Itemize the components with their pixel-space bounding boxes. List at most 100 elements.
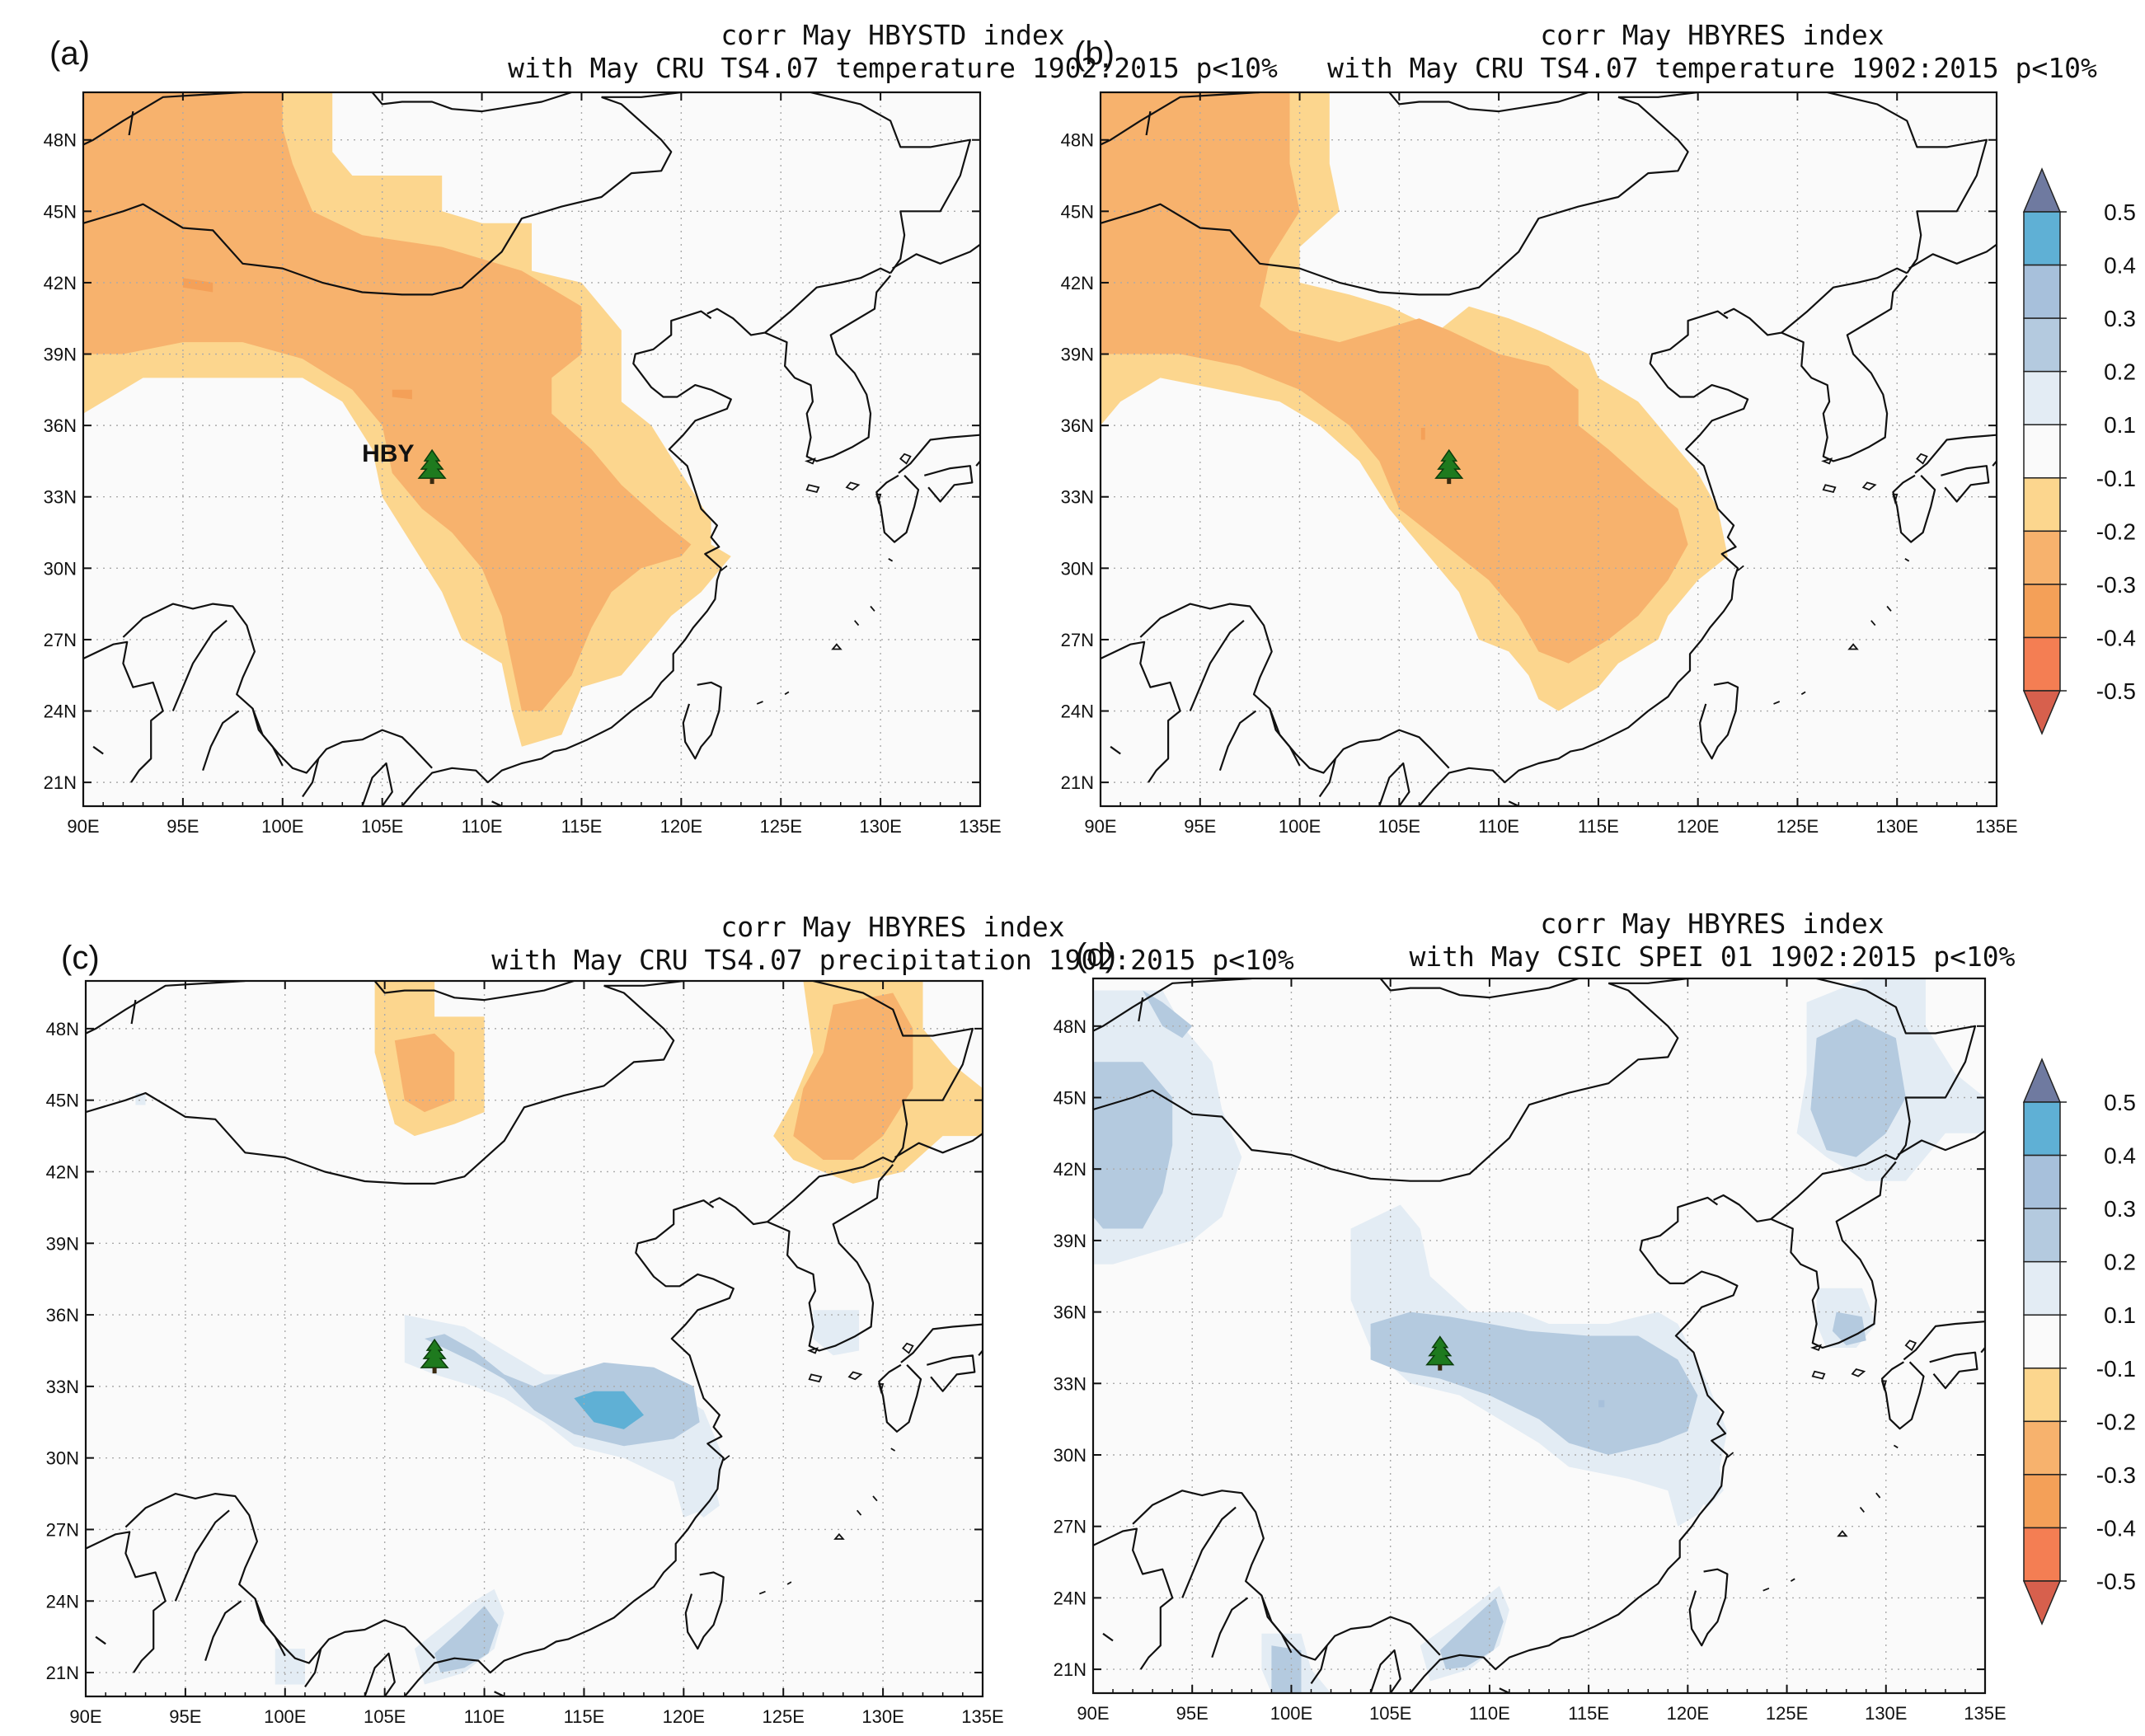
lon-tick-label: 105E [1378,816,1420,837]
lon-tick-label: 115E [564,1706,605,1727]
lat-tick-label: 36N [46,1305,79,1325]
correlation-field-n03 [392,389,412,400]
colorbar-segment [2023,370,2061,425]
lat-tick-label: 27N [1054,1517,1087,1537]
lat-tick-label: 24N [46,1591,79,1612]
lon-tick-label: 130E [861,1706,904,1727]
colorbar-top: 0.5 0.4 0.3 0.2 0.1 -0.1 -0.2 -0.3 -0.4 -0.5 [2022,167,2136,735]
lat-tick-label: 42N [1054,1159,1087,1180]
lon-tick-label: 95E [1184,816,1216,837]
colorbar-segment [2023,584,2061,639]
lat-tick-label: 39N [46,1233,79,1254]
correlation-field-n03 [1420,428,1425,440]
colorbar-segment [2023,636,2061,692]
lat-tick-label: 30N [1061,558,1094,579]
colorbar-max-triangle [2022,167,2062,213]
colorbar-tick-label: 0.3 [2104,1196,2136,1222]
lat-tick-label: 48N [44,130,77,151]
colorbar-segment [2023,1260,2061,1316]
lat-tick-label: 30N [44,558,77,579]
lat-tick-label: 30N [46,1448,79,1469]
correlation-field-n03 [182,278,214,293]
colorbar-tick-label: 0.4 [2104,1143,2136,1169]
colorbar-max-triangle [2022,1058,2062,1103]
panel-b: corr May HBYRES index with May CRU TS4.0… [1061,19,2097,837]
lon-tick-label: 95E [167,816,199,837]
colorbar-segment [2023,1420,2061,1476]
colorbar-segment [2023,1314,2061,1369]
colorbar-bottom: 0.5 0.4 0.3 0.2 0.1 -0.1 -0.2 -0.3 -0.4 -0.5 [2022,1058,2136,1626]
hby-site-label: HBY [362,440,414,467]
panel-c-label: (c) [61,940,100,976]
lat-tick-label: 33N [44,487,77,508]
lat-tick-label: 45N [44,201,77,222]
colorbar-tick-label: 0.2 [2104,1250,2136,1275]
gridlines [1101,92,1997,806]
lon-tick-label: 135E [961,1706,1003,1727]
correlation-field-p02 [1271,1645,1302,1693]
correlation-field-p02 [434,1606,499,1673]
lon-tick-label: 100E [261,816,303,837]
lat-tick-label: 39N [44,345,77,365]
correlation-field-p02 [1439,1598,1504,1670]
lat-tick-label: 33N [46,1377,79,1397]
map-frame [84,979,984,1698]
colorbar-tick-label: 0.5 [2104,199,2136,225]
colorbar-min-triangle [2022,1580,2062,1626]
colorbar-segment [2023,1368,2061,1423]
panel-a-label: (a) [49,35,90,72]
lon-tick-label: 130E [859,816,901,837]
lon-tick-label: 100E [1270,1703,1312,1724]
panel-c-title-line1: corr May HBYRES index [720,911,1064,943]
lat-tick-label: 36N [1054,1302,1087,1323]
lat-tick-label: 42N [46,1161,79,1182]
panel-b-label: (b) [1074,35,1115,72]
colorbar-tick-label: -0.3 [2096,572,2136,598]
colorbar-tick-label: -0.2 [2096,1409,2136,1434]
lat-tick-label: 27N [44,630,77,650]
lon-tick-label: 120E [663,1706,705,1727]
panel-d: corr May HBYRES index with May CSIC SPEI… [1054,908,2016,1724]
correlation-field-p01 [813,1310,860,1356]
correlation-field-p03 [1598,1400,1605,1408]
lat-tick-label: 48N [46,1019,79,1039]
panel-a-title-line1: corr May HBYSTD index [720,19,1064,51]
map-frame [82,91,982,808]
lat-tick-label: 27N [46,1519,79,1540]
colorbar-tick-label: 0.5 [2104,1090,2136,1115]
lon-tick-label: 105E [364,1706,406,1727]
panel-d-title-line2: with May CSIC SPEI 01 1902:2015 p<10% [1409,941,2015,973]
correlation-field-p04 [574,1391,644,1429]
lon-tick-label: 90E [1084,816,1116,837]
lat-tick-label: 36N [1061,415,1094,436]
lat-tick-label: 21N [1061,772,1094,793]
lat-tick-label: 45N [46,1091,79,1111]
lon-tick-label: 110E [462,816,503,837]
colorbar-tick-label: -0.5 [2096,1569,2136,1594]
colorbar-segment [2023,317,2061,373]
lat-tick-label: 48N [1054,1016,1087,1037]
lon-tick-label: 130E [1876,816,1918,837]
colorbar-tick-label: 0.3 [2104,306,2136,331]
lat-tick-label: 21N [46,1663,79,1683]
lat-tick-label: 45N [1061,201,1094,222]
lat-tick-label: 36N [44,415,77,436]
correlation-field-p01 [275,1649,305,1685]
lon-tick-label: 115E [1578,816,1619,837]
lon-tick-label: 95E [169,1706,201,1727]
lat-tick-label: 39N [1061,345,1094,365]
map-frame [1099,91,1998,808]
lon-tick-label: 135E [959,816,1001,837]
lat-tick-label: 33N [1054,1373,1087,1394]
colorbar-segment [2023,1101,2061,1157]
lat-tick-label: 39N [1054,1231,1087,1251]
colorbar-segment [2023,424,2061,479]
colorbar-tick-label: -0.3 [2096,1462,2136,1488]
coastlines-and-borders [86,981,983,1696]
correlation-field-p01 [1687,1443,1724,1508]
lon-tick-label: 125E [763,1706,805,1727]
lon-tick-label: 110E [464,1706,505,1727]
colorbar-tick-label: -0.1 [2096,1356,2136,1382]
colorbar-tick-label: 0.1 [2104,412,2136,438]
lon-tick-label: 120E [1677,816,1719,837]
